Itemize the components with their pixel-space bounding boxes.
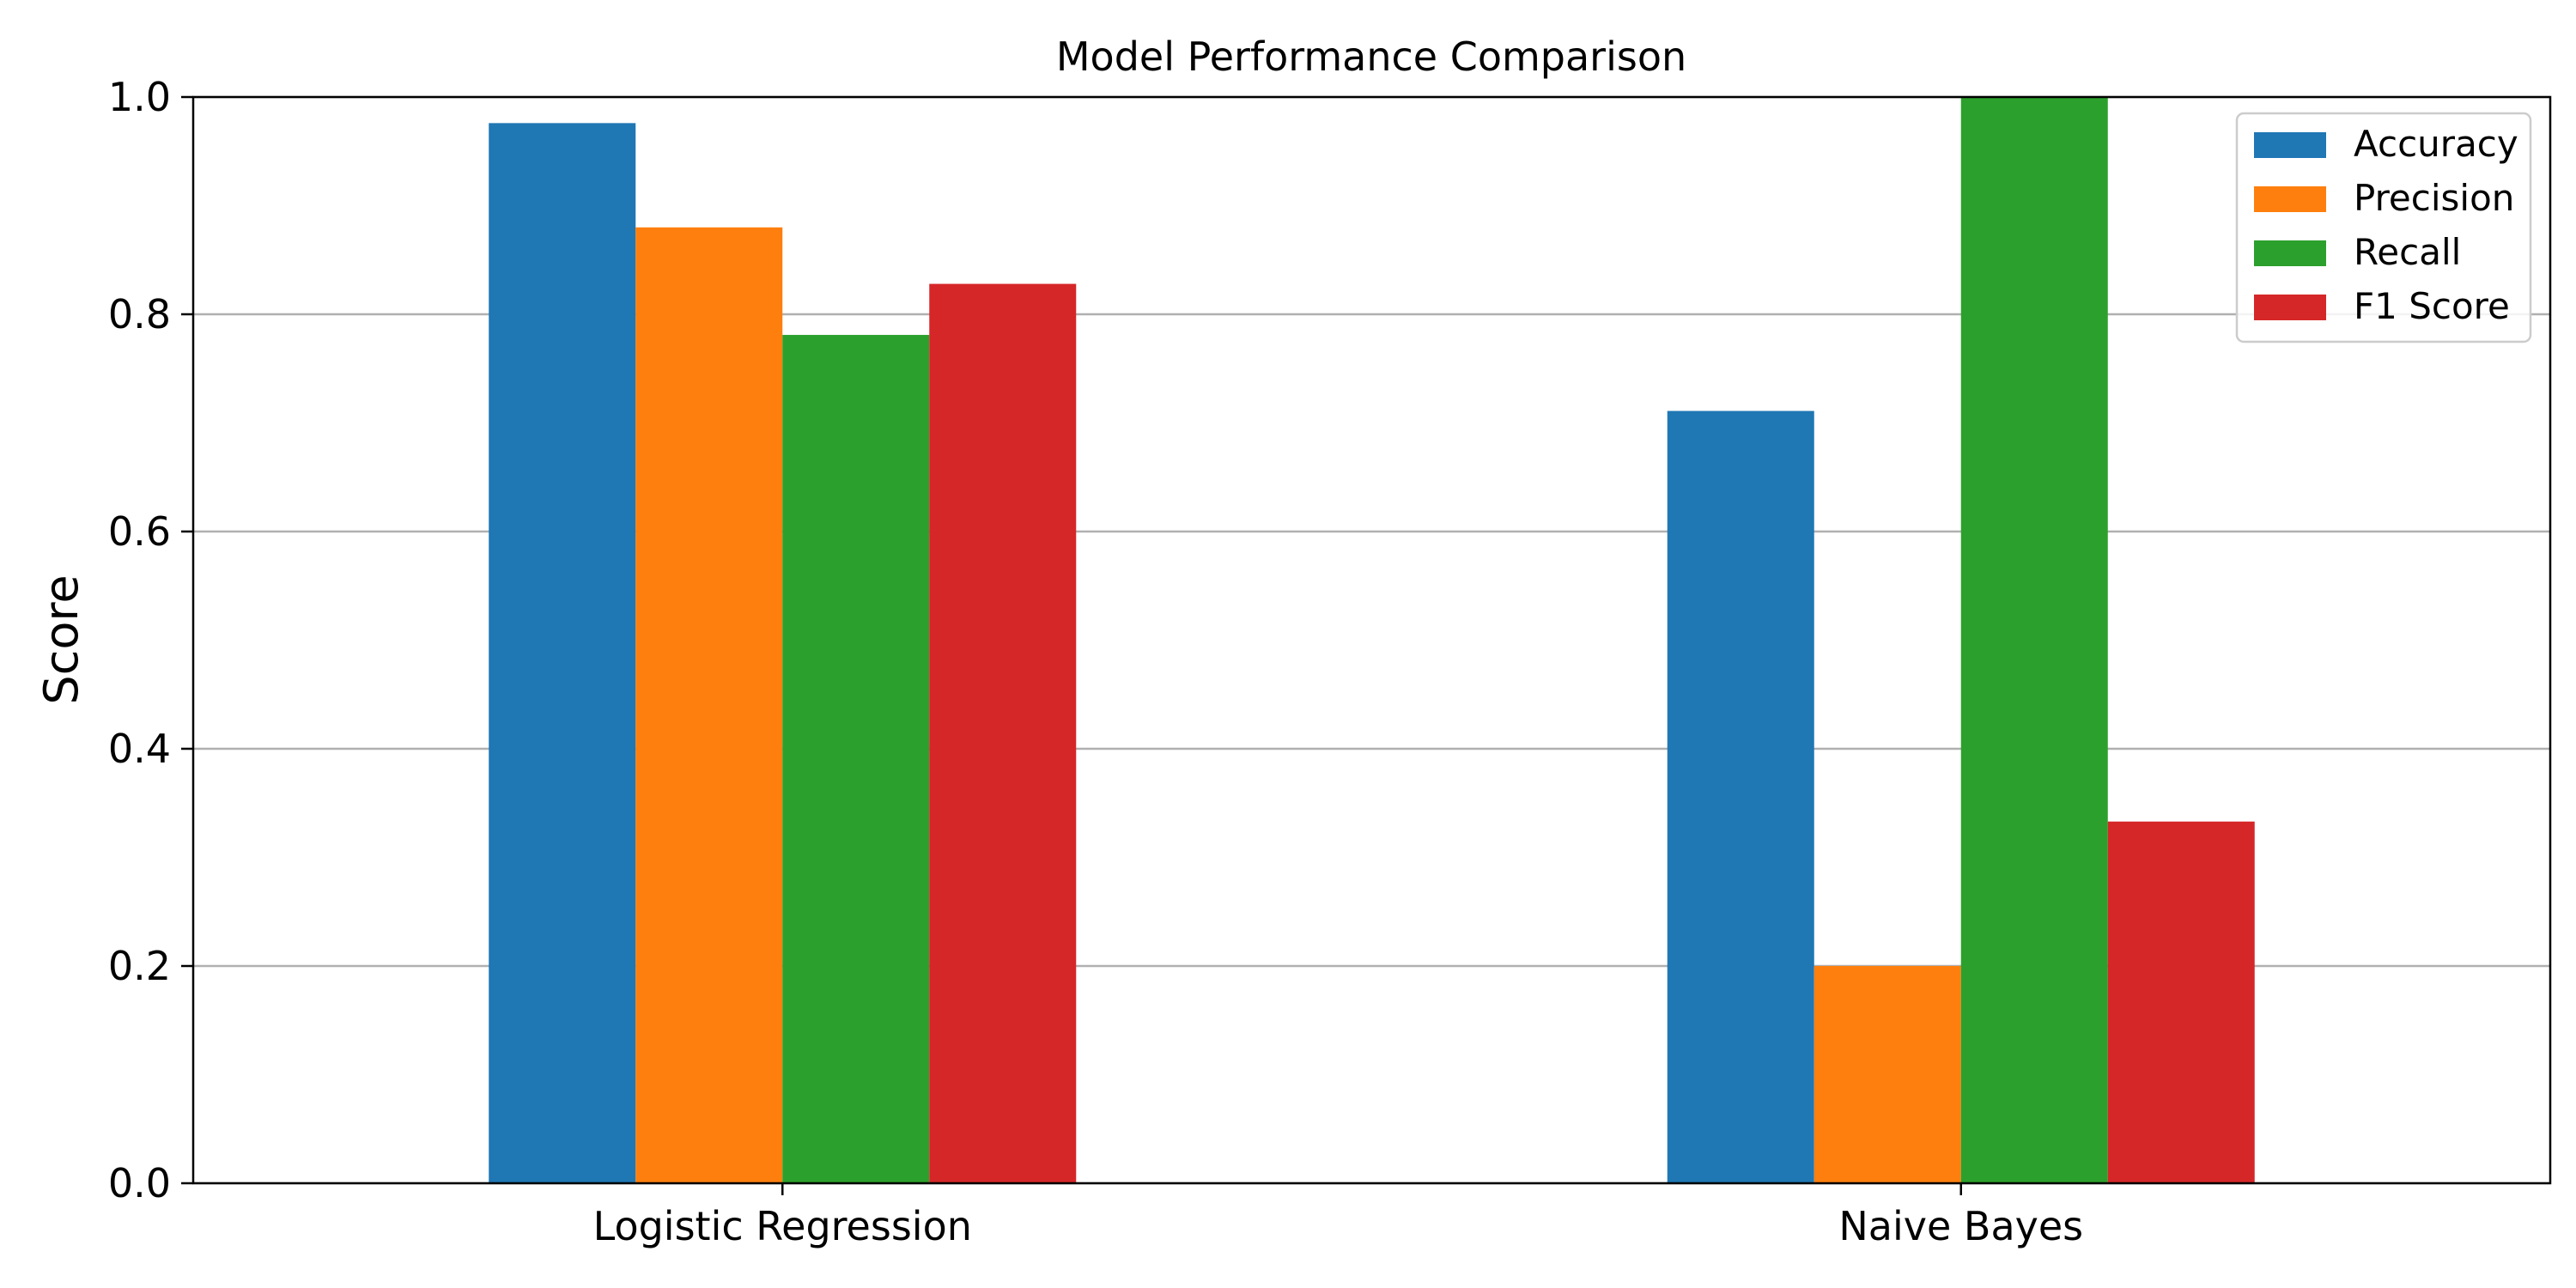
bar-recall-0	[782, 335, 930, 1183]
y-axis-label: Score	[34, 574, 88, 704]
y-tick-label: 0.4	[108, 726, 171, 772]
legend-label: F1 Score	[2354, 285, 2510, 327]
chart-title: Model Performance Comparison	[1056, 33, 1686, 80]
plot-frame	[191, 95, 2552, 1185]
y-tick-label: 0.6	[108, 508, 171, 555]
bar-recall-1	[1960, 97, 2108, 1183]
bar-f1-score-1	[2107, 821, 2255, 1183]
legend-swatch	[2254, 295, 2326, 320]
legend-swatch	[2254, 186, 2326, 212]
legend-label: Recall	[2354, 231, 2461, 273]
y-axis: 0.0 0.2 0.4 0.6 0.8 1.0	[108, 74, 193, 1206]
bar-f1-score-0	[929, 283, 1077, 1184]
y-tick-label: 0.0	[108, 1160, 171, 1206]
legend: Accuracy Precision Recall F1 Score	[2235, 112, 2532, 343]
x-tick-label: Logistic Regression	[593, 1203, 972, 1249]
x-tick-label: Naive Bayes	[1838, 1203, 2083, 1249]
bars	[489, 97, 2255, 1184]
legend-box	[2235, 112, 2532, 343]
bar-precision-1	[1814, 966, 1961, 1183]
bar-accuracy-0	[489, 123, 636, 1184]
legend-swatch	[2254, 240, 2326, 266]
legend-label: Precision	[2354, 177, 2514, 219]
legend-label: Accuracy	[2354, 123, 2518, 165]
x-axis: Logistic Regression Naive Bayes	[593, 1183, 2083, 1249]
legend-swatch	[2254, 132, 2326, 158]
y-tick-label: 0.2	[108, 943, 171, 989]
y-tick-label: 0.8	[108, 291, 171, 337]
bar-precision-0	[635, 227, 783, 1183]
y-tick-label: 1.0	[108, 74, 171, 120]
bar-accuracy-1	[1667, 410, 1814, 1184]
